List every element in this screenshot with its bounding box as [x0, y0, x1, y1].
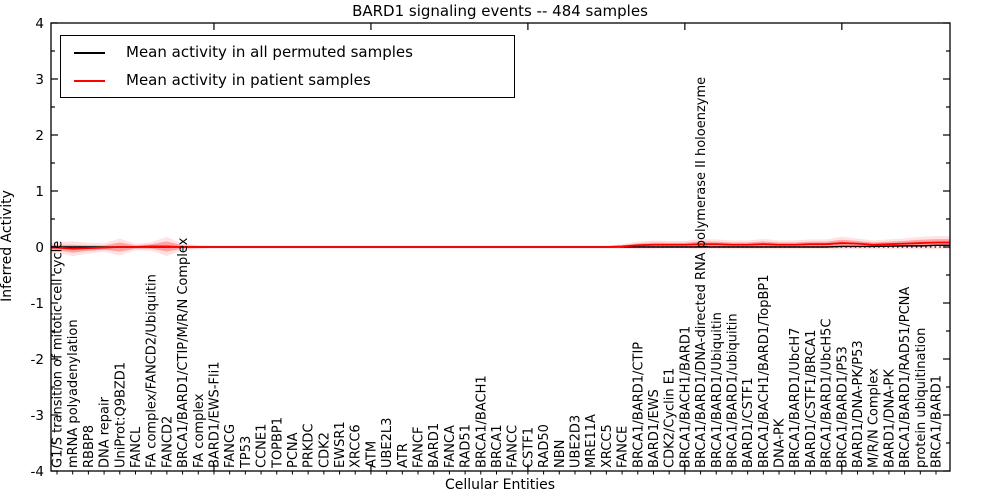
- svg-text:BRCA1/BARD1/UbcH7: BRCA1/BARD1/UbcH7: [788, 328, 803, 468]
- svg-text:DNA-PK: DNA-PK: [773, 418, 788, 468]
- svg-text:BRCA1/BARD1/CTIP: BRCA1/BARD1/CTIP: [631, 342, 646, 468]
- legend-entry-patient: Mean activity in patient samples: [74, 71, 501, 90]
- svg-text:BARD1: BARD1: [427, 423, 442, 468]
- svg-text:BRCA1/BARD1/Ubiquitin: BRCA1/BARD1/Ubiquitin: [710, 312, 725, 468]
- svg-text:XRCC6: XRCC6: [349, 424, 364, 468]
- svg-text:FANCA: FANCA: [443, 425, 458, 468]
- y-tick-labels: 4 3 2 1 0 -1 -2 -3 -4: [31, 16, 44, 480]
- legend-label-patient: Mean activity in patient samples: [126, 71, 371, 89]
- svg-text:-1: -1: [31, 296, 44, 312]
- svg-text:CDK2: CDK2: [317, 432, 332, 468]
- svg-text:4: 4: [35, 16, 44, 32]
- legend-entry-permuted: Mean activity in all permuted samples: [74, 43, 501, 62]
- svg-text:UBE2L3: UBE2L3: [380, 418, 395, 468]
- svg-text:BRCA1/BARD1/CTIP/M/R/N Complex: BRCA1/BARD1/CTIP/M/R/N Complex: [176, 237, 191, 468]
- x-tick-labels: G1/S transition of mitotic cell cycle mRN…: [51, 77, 945, 469]
- svg-text:G1/S transition of mitotic cel: G1/S transition of mitotic cell cycle: [51, 241, 66, 468]
- svg-text:BRCA1/BARD1/DNA-directed RNA p: BRCA1/BARD1/DNA-directed RNA polymerase …: [694, 77, 709, 468]
- svg-text:BRCA1/BARD1: BRCA1/BARD1: [930, 375, 945, 468]
- y-axis-label: Inferred Activity: [0, 190, 15, 302]
- patient-mean-line: [51, 241, 950, 250]
- svg-text:BRCA1/BARD1/RAD51/PCNA: BRCA1/BARD1/RAD51/PCNA: [898, 287, 913, 468]
- svg-text:TP53: TP53: [239, 436, 254, 469]
- patient-line-swatch: [74, 79, 105, 82]
- svg-text:FANCL: FANCL: [129, 426, 144, 468]
- svg-text:-2: -2: [31, 352, 44, 368]
- svg-text:FANCG: FANCG: [223, 424, 238, 468]
- svg-text:FA complex/FANCD2/Ubiquitin: FA complex/FANCD2/Ubiquitin: [145, 274, 160, 468]
- svg-text:FANCF: FANCF: [412, 427, 427, 468]
- legend: Mean activity in all permuted samples Me…: [60, 35, 515, 98]
- svg-text:BRCA1: BRCA1: [490, 424, 505, 468]
- svg-text:-3: -3: [31, 408, 44, 424]
- svg-text:DNA repair: DNA repair: [98, 396, 113, 468]
- svg-text:BARD1/DNA-PK/P53: BARD1/DNA-PK/P53: [851, 340, 866, 468]
- legend-label-permuted: Mean activity in all permuted samples: [126, 43, 413, 61]
- svg-text:BRCA1/BARD1/P53: BRCA1/BARD1/P53: [835, 346, 850, 468]
- svg-text:UniProt:Q9BZD1: UniProt:Q9BZD1: [113, 362, 128, 468]
- svg-text:NBN: NBN: [553, 440, 568, 468]
- chart-title: BARD1 signaling events -- 484 samples: [352, 2, 648, 20]
- svg-text:CDK2/Cyclin E1: CDK2/Cyclin E1: [663, 368, 678, 468]
- svg-text:3: 3: [35, 72, 44, 88]
- svg-text:0: 0: [35, 240, 44, 256]
- svg-text:BARD1/EWS: BARD1/EWS: [647, 389, 662, 468]
- svg-text:XRCC5: XRCC5: [600, 424, 615, 468]
- svg-text:BARD1/CSTF1: BARD1/CSTF1: [741, 377, 756, 468]
- svg-text:1: 1: [35, 184, 44, 200]
- svg-text:-4: -4: [31, 464, 44, 480]
- svg-text:CCNE1: CCNE1: [255, 424, 270, 468]
- svg-text:FANCE: FANCE: [616, 426, 631, 468]
- svg-text:BRCA1/BARD1/ubiquitin: BRCA1/BARD1/ubiquitin: [725, 313, 740, 468]
- svg-text:BRCA1/BACH1: BRCA1/BACH1: [474, 375, 489, 468]
- permuted-line-swatch: [74, 51, 105, 54]
- svg-text:FANCC: FANCC: [506, 425, 521, 468]
- x-axis-ticks: [56, 23, 937, 475]
- svg-text:RAD51: RAD51: [459, 424, 474, 468]
- svg-text:EWSR1: EWSR1: [333, 421, 348, 468]
- svg-text:PRKDC: PRKDC: [302, 424, 317, 468]
- svg-text:FANCD2: FANCD2: [160, 416, 175, 468]
- svg-text:BRCA1/BARD1/UbcH5C: BRCA1/BARD1/UbcH5C: [820, 319, 835, 468]
- x-axis-label: Cellular Entities: [444, 477, 556, 493]
- svg-text:PCNA: PCNA: [286, 432, 301, 468]
- svg-text:ATR: ATR: [396, 443, 411, 468]
- svg-text:BARD1/DNA-PK: BARD1/DNA-PK: [882, 369, 897, 468]
- svg-text:RAD50: RAD50: [537, 424, 552, 468]
- svg-text:ATM: ATM: [364, 441, 379, 468]
- svg-text:UBE2D3: UBE2D3: [568, 415, 583, 468]
- svg-text:MRE11A: MRE11A: [584, 414, 599, 468]
- svg-text:CSTF1: CSTF1: [521, 427, 536, 468]
- svg-text:FA complex: FA complex: [192, 393, 207, 468]
- svg-text:BRCA1/BACH1/BARD1: BRCA1/BACH1/BARD1: [678, 326, 693, 468]
- svg-text:BARD1/CSTF1/BRCA1: BARD1/CSTF1/BRCA1: [804, 330, 819, 468]
- svg-text:M/R/N Complex: M/R/N Complex: [867, 368, 882, 468]
- svg-text:mRNA polyadenylation: mRNA polyadenylation: [66, 319, 81, 468]
- svg-text:protein ubiquitination: protein ubiquitination: [914, 328, 929, 468]
- svg-text:TOPBP1: TOPBP1: [270, 417, 285, 469]
- svg-text:BARD1/EWS-Fli1: BARD1/EWS-Fli1: [207, 362, 222, 469]
- svg-text:2: 2: [35, 128, 44, 144]
- svg-text:RBBP8: RBBP8: [82, 425, 97, 468]
- svg-text:BRCA1/BACH1/BARD1/TopBP1: BRCA1/BACH1/BARD1/TopBP1: [757, 275, 772, 468]
